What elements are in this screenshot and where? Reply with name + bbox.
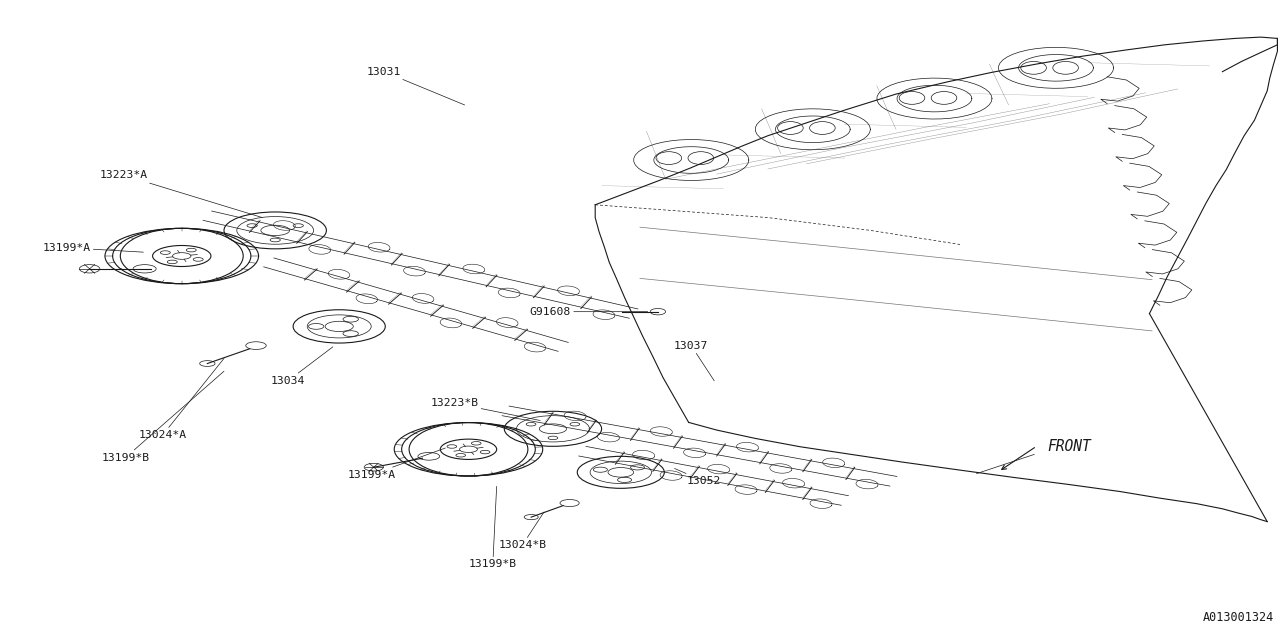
Text: G91608: G91608 bbox=[530, 307, 648, 317]
Text: 13199*B: 13199*B bbox=[101, 371, 224, 463]
Text: 13024*B: 13024*B bbox=[498, 512, 547, 550]
Text: 13037: 13037 bbox=[675, 340, 714, 381]
Text: 13024*A: 13024*A bbox=[138, 358, 224, 440]
Text: 13199*B: 13199*B bbox=[468, 486, 517, 570]
Text: 13223*B: 13223*B bbox=[430, 398, 540, 420]
Text: 13199*A: 13199*A bbox=[42, 243, 143, 253]
Text: FRONT: FRONT bbox=[1047, 438, 1091, 454]
Text: 13031: 13031 bbox=[367, 67, 465, 105]
Text: 13052: 13052 bbox=[675, 468, 721, 486]
Text: 13034: 13034 bbox=[271, 347, 333, 386]
Text: 13223*A: 13223*A bbox=[100, 170, 262, 218]
Text: 13199*A: 13199*A bbox=[347, 448, 445, 480]
Text: A013001324: A013001324 bbox=[1202, 611, 1274, 624]
